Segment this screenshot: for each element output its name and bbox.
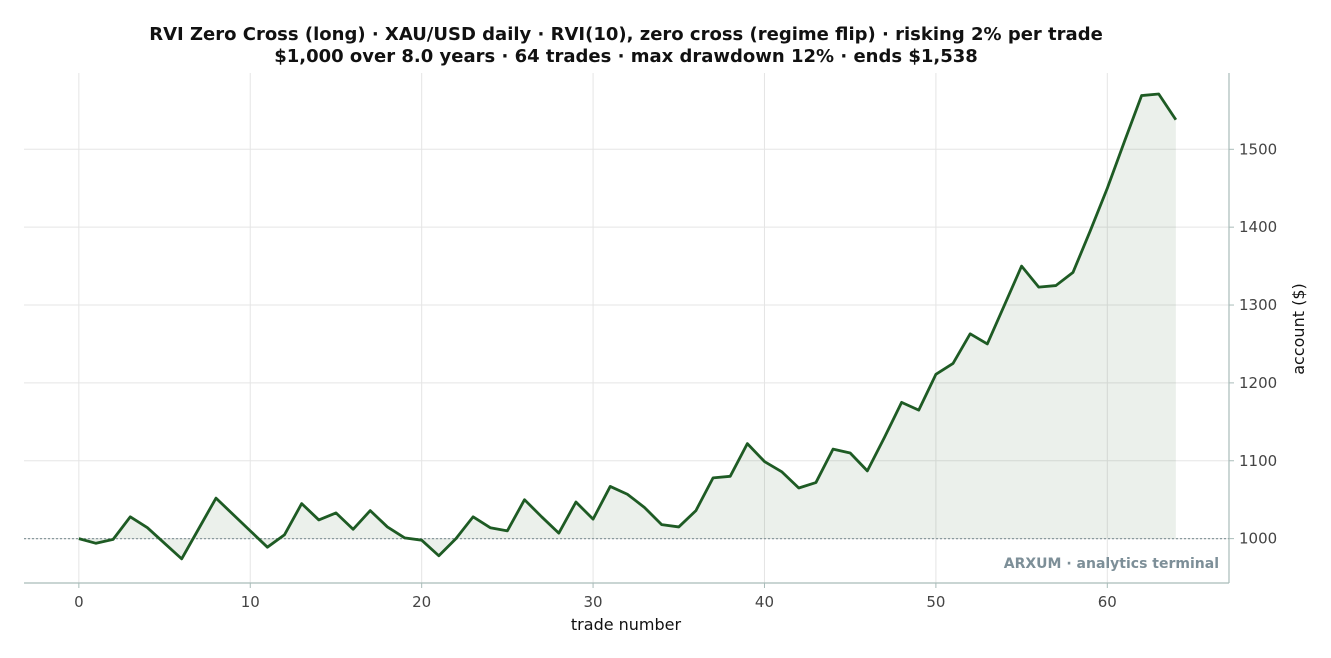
y-tick-label: 1300	[1239, 296, 1277, 314]
y-axis-label: account ($)	[1289, 283, 1308, 375]
y-tick-label: 1200	[1239, 374, 1277, 392]
equity-area-fill	[78, 94, 1176, 559]
chart-subtitle: $1,000 over 8.0 years · 64 trades · max …	[274, 46, 978, 67]
x-tick-label: 50	[926, 593, 945, 611]
x-axis-label: trade number	[571, 615, 682, 634]
watermark: ARXUM · analytics terminal	[1004, 556, 1219, 572]
x-axis-ticks: 0 10 20 30 40 50 60	[74, 583, 1117, 611]
equity-line	[78, 92, 1178, 561]
y-tick-label: 1500	[1239, 140, 1277, 158]
y-tick-label: 1400	[1239, 218, 1277, 236]
grid-lines	[24, 73, 1229, 583]
y-tick-label: 1000	[1239, 530, 1277, 548]
x-tick-label: 0	[74, 593, 84, 611]
x-tick-label: 10	[241, 593, 260, 611]
y-tick-label: 1100	[1239, 452, 1277, 470]
y-axis-ticks: 1000 1100 1200 1300 1400 1500	[1229, 140, 1277, 548]
axis-spines	[24, 73, 1230, 584]
x-tick-label: 20	[412, 593, 431, 611]
x-tick-label: 30	[584, 593, 603, 611]
chart-title: RVI Zero Cross (long) · XAU/USD daily · …	[149, 24, 1103, 45]
x-tick-label: 40	[755, 593, 774, 611]
x-tick-label: 60	[1098, 593, 1117, 611]
